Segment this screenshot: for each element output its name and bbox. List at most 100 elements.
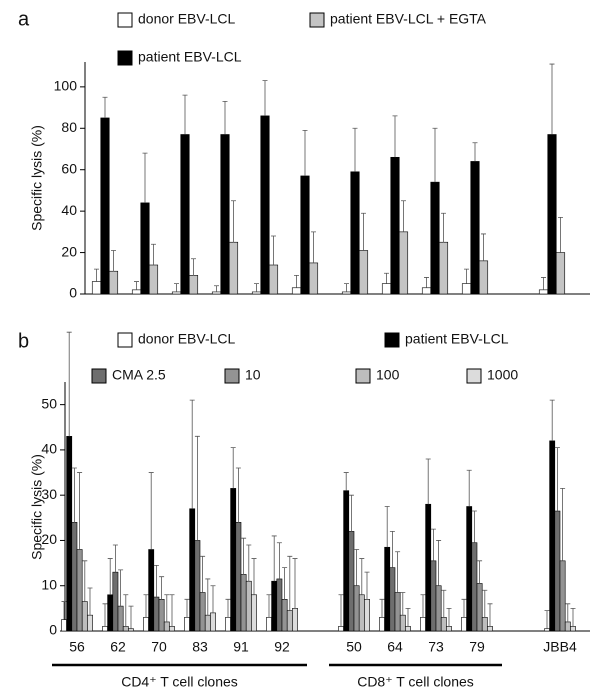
error-bar xyxy=(112,544,118,573)
bar xyxy=(308,262,319,295)
bar xyxy=(394,592,401,632)
bar xyxy=(292,608,298,632)
error-bar xyxy=(87,587,93,616)
error-bar xyxy=(164,594,170,622)
bar xyxy=(286,610,293,632)
bar xyxy=(260,115,270,295)
bar xyxy=(389,567,396,632)
error-bar xyxy=(271,235,276,265)
panel-label: b xyxy=(18,330,29,352)
error-bar xyxy=(481,233,486,261)
y-tick-label: 40 xyxy=(61,202,77,218)
y-tick-label: 100 xyxy=(54,78,78,94)
error-bar xyxy=(549,399,555,441)
bar xyxy=(107,594,114,632)
bar xyxy=(235,522,242,632)
error-bar xyxy=(66,331,72,437)
bar xyxy=(76,549,83,632)
bar xyxy=(100,117,110,295)
error-bar xyxy=(348,494,354,532)
error-bar xyxy=(235,467,241,523)
error-bar xyxy=(560,487,566,561)
bar xyxy=(240,574,247,632)
error-bar xyxy=(102,603,108,627)
bar xyxy=(122,626,129,632)
legend-swatch xyxy=(117,12,133,28)
error-bar xyxy=(107,558,113,595)
bar xyxy=(245,580,252,632)
bar xyxy=(381,283,392,295)
error-bar xyxy=(82,560,88,602)
bar xyxy=(194,540,201,632)
error-bar xyxy=(292,558,298,609)
bar xyxy=(343,490,350,632)
legend-swatch xyxy=(224,368,240,384)
bar xyxy=(188,275,199,295)
error-bar xyxy=(420,594,426,618)
error-bar xyxy=(205,578,211,616)
y-tick-label: 10 xyxy=(41,576,57,592)
error-bar xyxy=(311,231,316,263)
error-bar xyxy=(395,551,401,593)
error-bar xyxy=(425,458,431,505)
error-bar xyxy=(400,592,406,616)
error-bar xyxy=(461,598,467,618)
error-bar xyxy=(276,542,282,579)
x-tick-label: 92 xyxy=(274,639,290,655)
bar xyxy=(461,283,472,295)
bar xyxy=(204,614,211,632)
bar xyxy=(466,506,473,632)
bar xyxy=(251,594,257,632)
error-bar xyxy=(271,535,277,582)
error-bar xyxy=(191,258,196,276)
bar xyxy=(555,252,566,295)
bar xyxy=(379,617,385,632)
error-bar xyxy=(222,100,228,135)
error-bar xyxy=(214,285,219,292)
x-tick-label: 50 xyxy=(346,639,362,655)
legend-label: patient EBV-LCL xyxy=(405,331,509,347)
bar xyxy=(199,592,206,632)
bar xyxy=(471,542,478,632)
y-tick-label: 20 xyxy=(41,531,57,547)
error-bar xyxy=(134,281,139,290)
y-tick-label: 50 xyxy=(41,395,57,411)
bar xyxy=(446,626,452,632)
error-bar xyxy=(71,467,77,523)
legend-label: 1000 xyxy=(487,367,518,383)
y-tick-label: 0 xyxy=(49,622,57,638)
bar xyxy=(470,161,480,295)
error-bar xyxy=(287,555,293,611)
bar xyxy=(184,617,190,632)
bar xyxy=(131,289,142,295)
error-bar xyxy=(200,555,206,593)
error-bar xyxy=(392,115,398,158)
error-bar xyxy=(246,544,252,582)
error-bar xyxy=(384,506,390,548)
y-tick-label: 30 xyxy=(41,486,57,502)
bar xyxy=(102,626,108,632)
bar xyxy=(225,617,231,632)
error-bar xyxy=(424,277,429,288)
bar xyxy=(112,571,119,632)
error-bar xyxy=(482,589,488,618)
bar xyxy=(91,281,102,295)
error-bar xyxy=(344,283,349,292)
x-tick-label: 70 xyxy=(151,639,167,655)
bar xyxy=(348,531,355,632)
error-bar xyxy=(61,601,67,620)
bar xyxy=(461,617,467,632)
y-tick-label: 40 xyxy=(41,441,57,457)
bar xyxy=(281,599,288,632)
bar xyxy=(421,287,432,295)
legend-swatch xyxy=(117,50,133,66)
error-bar xyxy=(266,594,272,618)
y-tick-label: 80 xyxy=(61,119,77,135)
bar xyxy=(440,617,447,632)
panel-label: a xyxy=(18,8,30,30)
bar xyxy=(117,605,124,632)
error-bar xyxy=(102,96,108,118)
error-bar xyxy=(558,216,563,253)
legend-label: patient EBV-LCL + EGTA xyxy=(330,11,487,27)
bar xyxy=(220,134,230,295)
